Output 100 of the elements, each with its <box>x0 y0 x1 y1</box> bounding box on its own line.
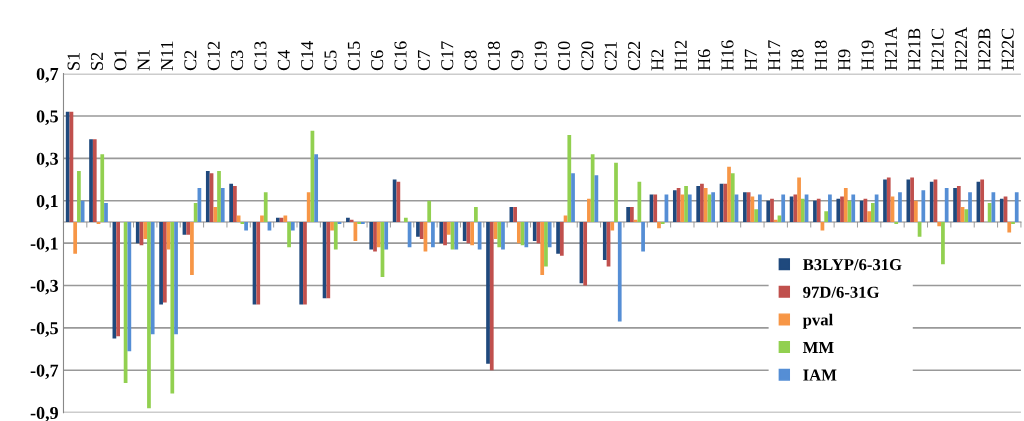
y-tick-label: 0,5 <box>36 110 58 126</box>
bar <box>730 173 735 222</box>
x-tick-label: H6 <box>698 49 711 71</box>
bar <box>501 221 505 250</box>
bar <box>641 221 645 252</box>
bar <box>190 221 194 275</box>
bar <box>781 194 786 222</box>
bar <box>290 221 295 231</box>
bar <box>766 200 771 222</box>
y-tick-label: -0,5 <box>30 322 58 337</box>
x-tick-label: C17 <box>441 41 454 71</box>
bar <box>524 221 529 248</box>
bar <box>454 221 459 250</box>
bar <box>746 192 751 222</box>
bar <box>244 221 248 231</box>
bar <box>193 202 198 222</box>
x-tick-label: H2 <box>651 49 664 71</box>
x-tick-label: S1 <box>67 52 80 70</box>
bar <box>427 200 432 222</box>
bar <box>587 198 591 222</box>
bar <box>162 221 167 303</box>
y-tick-label: 0,3 <box>36 152 59 168</box>
x-tick-label: C2 <box>184 50 197 71</box>
bar <box>135 221 140 244</box>
bar <box>159 221 163 305</box>
bar <box>416 221 420 237</box>
x-tick-label: C22 <box>628 41 641 71</box>
bar <box>170 221 175 394</box>
bar <box>65 111 70 222</box>
bar <box>73 221 78 254</box>
x-tick-label: H21C <box>931 28 944 71</box>
bar <box>836 198 841 222</box>
bar <box>357 221 361 225</box>
bar <box>497 221 502 248</box>
bar <box>306 192 311 222</box>
x-tick-label: C13 <box>254 41 267 71</box>
bar <box>1007 221 1012 233</box>
bar <box>910 177 914 222</box>
x-tick-label: H22C <box>1001 28 1014 71</box>
bar <box>89 139 93 222</box>
bar <box>980 179 985 222</box>
bar <box>657 221 661 229</box>
bar <box>711 192 716 222</box>
bar <box>617 221 622 322</box>
bar <box>77 171 81 222</box>
x-tick-label: C3 <box>231 50 244 71</box>
y-tick-label: -0,7 <box>30 364 59 380</box>
x-tick-label: H12 <box>674 40 687 71</box>
bar <box>1011 221 1015 225</box>
bar <box>672 190 677 222</box>
bar <box>660 221 665 225</box>
bar <box>559 221 564 256</box>
bar <box>116 221 120 337</box>
x-tick-label: H9 <box>838 49 851 71</box>
x-tick-label: C12 <box>207 41 220 71</box>
bar <box>326 221 331 299</box>
bar <box>687 194 692 222</box>
bar <box>314 154 319 222</box>
x-tick-label: H22B <box>978 28 991 71</box>
bar <box>898 192 902 222</box>
legend-label: 97D/6-31G <box>803 286 880 298</box>
x-tick-label: C4 <box>277 50 290 71</box>
bar <box>127 221 132 352</box>
legend-label: MM <box>802 342 834 353</box>
bar <box>696 185 701 222</box>
bar <box>571 173 575 222</box>
bar <box>431 221 435 248</box>
bar <box>886 177 891 222</box>
bar <box>256 221 261 305</box>
x-tick-label: H7 <box>744 49 757 71</box>
bar <box>439 221 444 244</box>
bar <box>703 188 708 222</box>
bar <box>403 217 408 222</box>
bar <box>944 188 949 222</box>
bar <box>610 221 615 231</box>
x-tick-label: S2 <box>90 52 104 70</box>
y-tick-label: -0,1 <box>30 237 58 253</box>
bar <box>797 177 801 222</box>
x-tick-label: C14 <box>301 41 314 71</box>
x-tick-label: C19 <box>534 41 547 71</box>
bar <box>953 188 957 222</box>
bar <box>287 221 291 248</box>
bar <box>92 139 97 222</box>
bar <box>220 188 225 222</box>
bar <box>150 221 155 335</box>
x-tick-label: H21A <box>884 26 897 71</box>
bar <box>583 221 588 286</box>
x-tick-label: C10 <box>557 41 571 71</box>
x-tick-label: C9 <box>511 50 524 71</box>
bar <box>883 179 887 222</box>
bar <box>384 221 389 250</box>
x-tick-label: C6 <box>371 50 384 71</box>
bar <box>443 221 447 246</box>
bar <box>773 219 778 222</box>
bar <box>360 221 365 225</box>
x-tick-label: C5 <box>324 50 337 71</box>
bar <box>330 221 334 231</box>
bar <box>843 188 848 222</box>
bar <box>800 198 805 222</box>
x-tick-label: C21 <box>604 41 617 71</box>
